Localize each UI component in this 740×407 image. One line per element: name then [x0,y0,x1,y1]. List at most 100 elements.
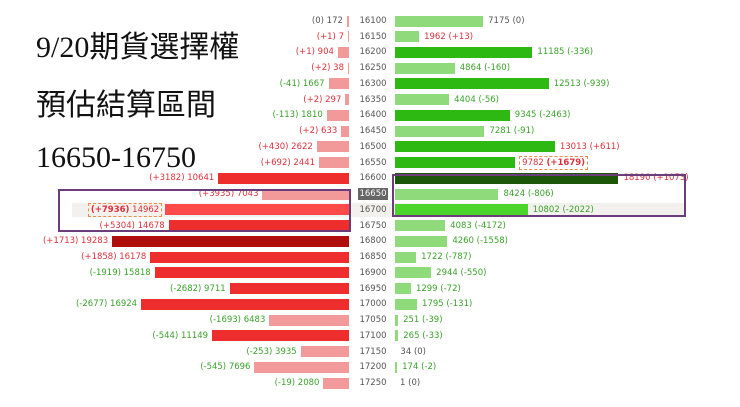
put-label: (-2677) 16924 [76,298,137,310]
strike-label: 16450 [359,126,387,137]
put-bar [218,172,349,184]
put-label: (0) 172 [312,15,343,27]
put-label: (+3182) 10641 [149,172,214,184]
call-bar [395,46,533,58]
put-change: (+5304) [99,220,135,231]
put-label: (-545) 7696 [200,361,250,373]
call-change: (-2022) [562,204,594,215]
call-bar [395,330,399,342]
put-label: (+1) 7 [317,31,344,43]
call-label: 7175 (0) [488,15,524,27]
put-bar [323,377,349,389]
put-label: (+2) 297 [303,94,341,106]
put-oi: 16924 [107,299,138,310]
call-oi: 12513 [553,78,584,89]
put-label: (+7936) 14962 [87,202,163,217]
call-oi: 8424 [503,189,528,200]
put-change: (+1713) [42,236,79,247]
strike-label: 16500 [359,141,387,152]
call-change: (+13) [448,31,474,42]
strike-label: 16100 [359,16,387,26]
strike-label: 17050 [359,315,387,326]
call-oi: 1299 [415,283,441,294]
call-oi: 1795 [422,299,447,310]
put-oi: 1810 [298,110,323,121]
put-label: (+2) 633 [299,125,337,137]
put-change: (+1858) [81,252,117,263]
put-change: (+7936) [90,204,130,215]
put-change: (0) [311,16,324,26]
put-bar [337,46,349,58]
strike-label: 16600 [359,173,387,184]
call-bar [395,314,399,326]
put-oi: 2622 [288,141,313,152]
call-oi: 2944 [436,267,461,278]
put-change: (+692) [260,157,291,168]
put-bar [168,220,349,232]
put-change: (-113) [272,110,299,121]
put-change: (+2) [311,63,331,74]
put-label: (+2) 38 [311,62,344,74]
call-oi: 34 [400,346,414,357]
call-bar [395,31,420,43]
put-label: (-1693) 6483 [210,314,266,326]
call-oi: 9345 [514,110,540,121]
strike-label: 16300 [359,78,387,89]
call-bar [395,220,446,232]
put-change: (-1919) [89,267,121,278]
call-label: 1722 (-787) [421,251,471,263]
put-label: (-544) 11149 [152,330,208,342]
put-change: (-545) [200,362,227,373]
put-change: (-41) [279,78,301,89]
put-range-box [58,189,351,232]
strike-label: 17150 [359,346,387,357]
put-bar [300,346,349,358]
strike-label: 16400 [359,110,387,121]
put-bar [319,157,349,169]
put-label: (+692) 2441 [261,157,315,169]
put-oi: 633 [318,126,338,137]
strike-label: 16800 [359,236,387,247]
call-change: (-939) [583,78,610,89]
call-change: (0) [413,346,426,357]
strike-label: 16900 [359,267,387,278]
call-label: 11185 (-336) [537,46,593,58]
call-change: (-160) [484,63,511,74]
put-bar [112,235,349,247]
call-change: (-39) [422,315,443,326]
strike-label: 16350 [359,94,387,105]
call-bar [395,267,432,279]
put-change: (-253) [246,346,273,357]
strike-label: 16850 [359,252,387,263]
put-change: (-1693) [209,315,242,326]
call-bar [395,251,417,263]
title-line-2: 預估結算區間 [36,89,216,122]
call-label: 1 (0) [400,377,420,389]
put-bar [254,361,349,373]
put-bar [345,94,349,106]
put-bar [346,15,349,27]
put-bar [328,78,349,90]
call-change: (-2) [421,362,437,373]
put-label: (+1713) 19283 [43,235,108,247]
call-change: (-336) [567,47,594,58]
call-label: 12513 (-939) [554,78,610,90]
put-label: (-113) 1810 [272,109,322,121]
call-bar [395,188,499,200]
strike-label: 16200 [359,47,387,58]
call-bar [395,235,448,247]
put-change: (+3935) [198,189,235,200]
call-change: (-806) [527,189,554,200]
call-label: 9782 (+1679) [519,155,589,170]
call-oi: 265 [403,330,423,341]
put-bar [229,283,349,295]
call-label: 8424 (-806) [503,188,553,200]
put-label: (-253) 3935 [246,346,296,358]
strike-label: 16550 [359,157,387,168]
call-oi: 7175 [488,16,513,26]
put-change: (-19) [274,378,296,389]
put-bar [212,330,349,342]
put-bar [269,314,349,326]
strike-label: 17250 [359,378,387,389]
